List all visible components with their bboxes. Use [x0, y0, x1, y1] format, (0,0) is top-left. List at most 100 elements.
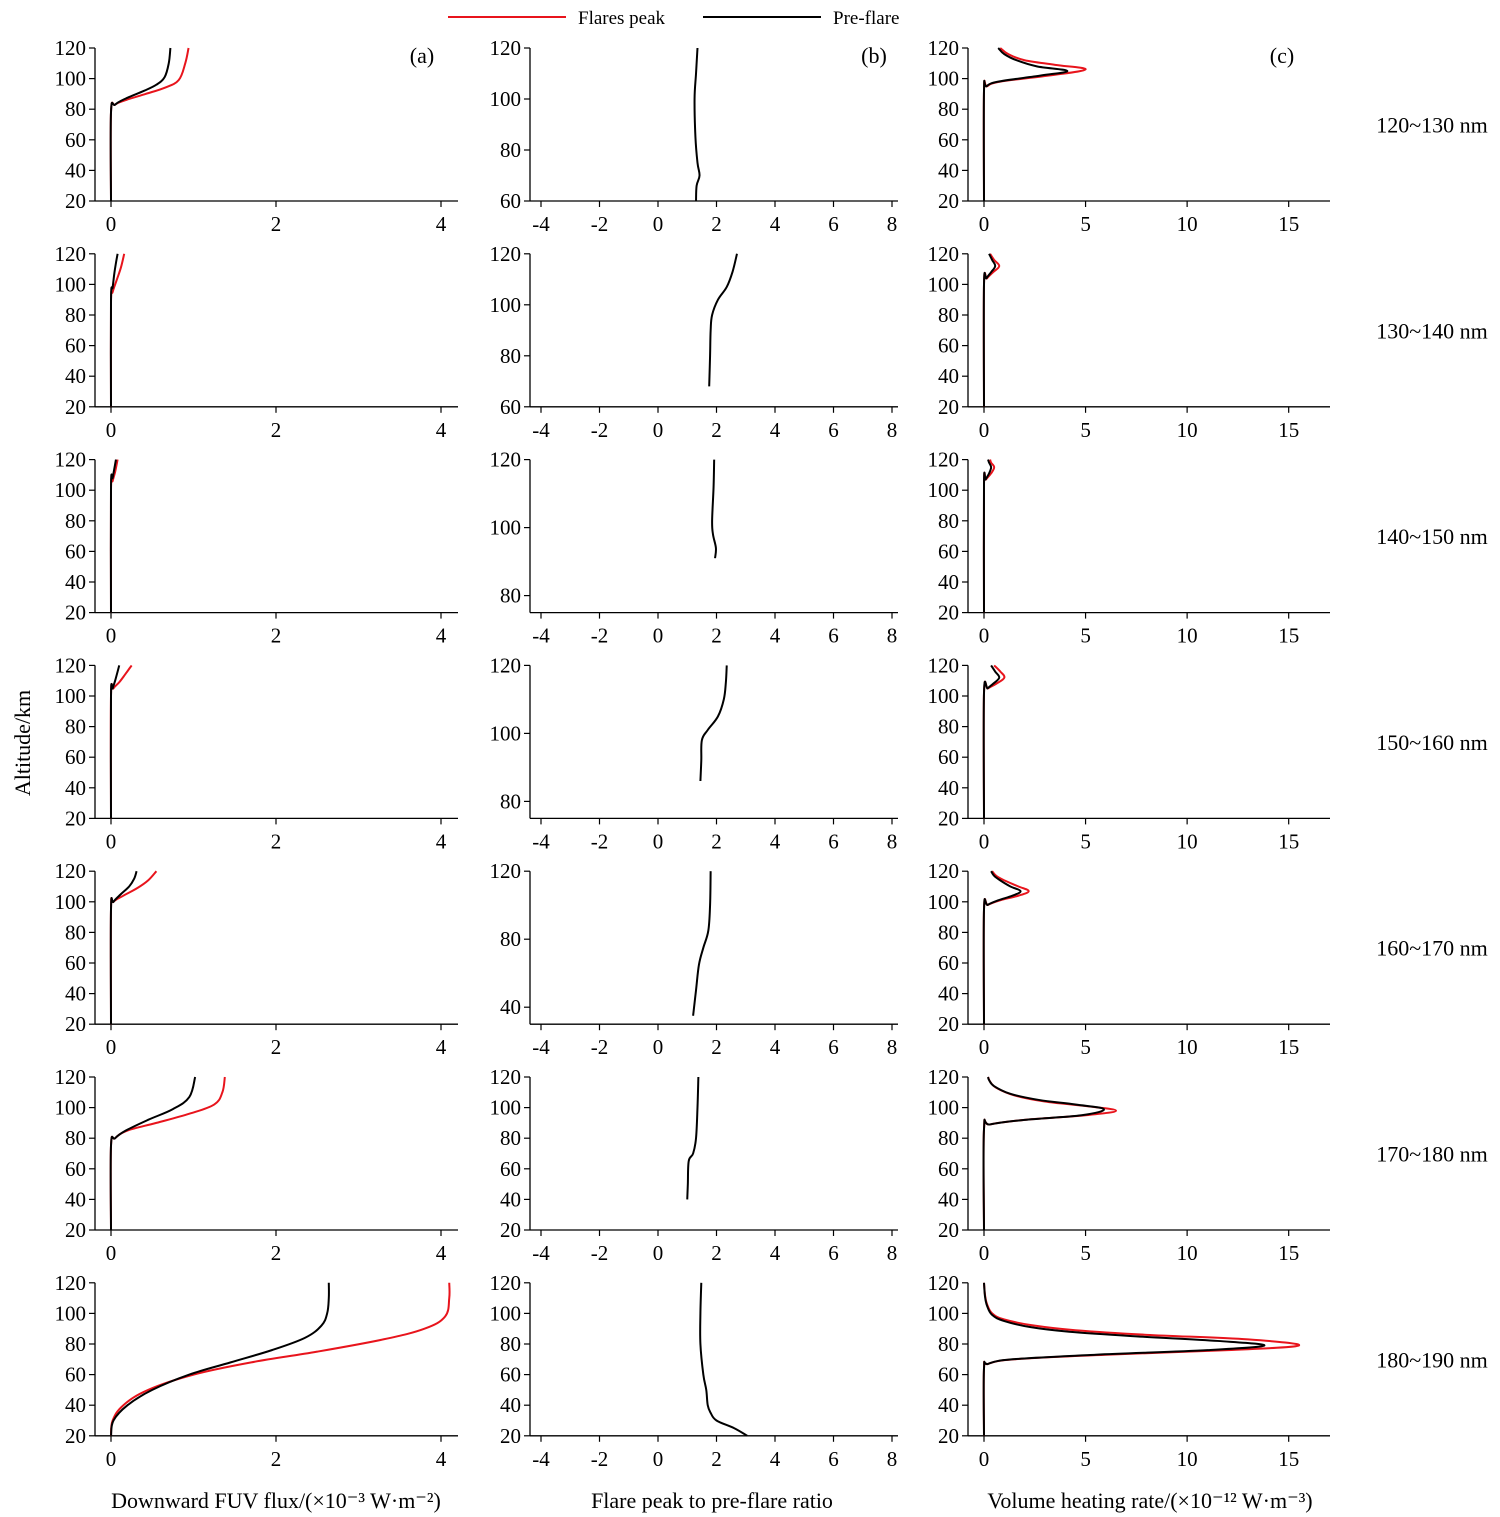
y-tick-label: 100 [490, 1301, 522, 1325]
row-label-wavelength: 180~190 nm [1376, 1347, 1488, 1372]
panel-c-row-5: 20 40 60 80 100 120 0 5 10 15 [928, 859, 1330, 1059]
row-label-wavelength: 130~140 nm [1376, 318, 1488, 343]
y-tick-label: 60 [500, 1363, 521, 1387]
x-tick-label: 10 [1177, 1241, 1198, 1265]
y-tick-label: 60 [938, 334, 959, 358]
y-tick-label: 80 [65, 1126, 86, 1150]
y-tick-label: 120 [928, 1065, 960, 1089]
y-tick-label: 120 [55, 448, 87, 472]
y-tick-label: 100 [55, 67, 87, 91]
y-tick-label: 120 [490, 448, 522, 472]
x-tick-label: 2 [711, 1241, 722, 1265]
x-tick-label: 5 [1080, 418, 1091, 442]
y-tick-label: 120 [928, 1271, 960, 1295]
y-tick-label: 80 [938, 1126, 959, 1150]
pre-flare-line [982, 870, 1022, 1025]
x-tick-label: 5 [1080, 1241, 1091, 1265]
panel-b-row-5: 40 80 120 -4 -2 0 2 4 6 8 [490, 859, 898, 1059]
flare-line [982, 459, 996, 613]
x-tick-label: 2 [271, 1447, 282, 1471]
y-tick-label: 60 [65, 334, 86, 358]
x-tick-label: 6 [828, 624, 839, 648]
panel-c-row-6: 20 40 60 80 100 120 0 5 10 15 [928, 1065, 1330, 1265]
x-tick-label: -4 [532, 212, 550, 236]
panel-a-row-7: 20 40 60 80 100 120 0 2 4 [55, 1271, 458, 1471]
x-tick-label: 15 [1278, 418, 1299, 442]
x-tick-label: 15 [1278, 212, 1299, 236]
y-tick-label: 60 [65, 951, 86, 975]
y-tick-label: 120 [928, 859, 960, 883]
y-tick-label: 40 [65, 776, 86, 800]
pre-flare-line [982, 1076, 1105, 1231]
x-tick-label: 0 [653, 1241, 664, 1265]
x-tick-label: 4 [770, 829, 781, 853]
x-tick-label: 6 [828, 1447, 839, 1471]
y-tick-label: 120 [490, 859, 522, 883]
legend: Flares peak Pre-flare [448, 8, 899, 29]
y-tick-label: 60 [500, 189, 521, 213]
pre-flare-line [982, 47, 1069, 202]
y-tick-label: 120 [928, 448, 960, 472]
y-tick-label: 100 [928, 272, 960, 296]
x-tick-label: 4 [436, 624, 447, 648]
x-tick-label: 2 [271, 829, 282, 853]
flare-line [109, 1076, 226, 1231]
x-tick-label: 2 [271, 418, 282, 442]
y-tick-label: 100 [55, 272, 87, 296]
y-tick-label: 80 [65, 920, 86, 944]
x-tick-label: 2 [711, 212, 722, 236]
legend-pre-label: Pre-flare [833, 8, 899, 29]
x-axis-label-a: Downward FUV flux/(×10⁻³ W·m⁻²) [111, 1488, 441, 1513]
y-tick-label: 80 [938, 920, 959, 944]
y-tick-label: 120 [490, 36, 522, 60]
x-tick-label: 4 [436, 1241, 447, 1265]
y-tick-label: 20 [500, 1424, 521, 1448]
y-tick-label: 40 [65, 158, 86, 182]
x-tick-label: 6 [828, 1241, 839, 1265]
x-tick-label: 15 [1278, 1447, 1299, 1471]
y-tick-label: 60 [938, 539, 959, 563]
x-tick-label: 0 [106, 1241, 117, 1265]
panel-c-row-1: 20 40 60 80 100 120 0 5 10 15 [928, 36, 1330, 236]
panel-a-row-2: 20 40 60 80 100 120 0 2 4 [55, 242, 458, 442]
y-tick-label: 20 [65, 806, 86, 830]
x-tick-label: 4 [770, 212, 781, 236]
y-tick-label: 20 [938, 1012, 959, 1036]
x-tick-label: 0 [653, 624, 664, 648]
y-tick-label: 40 [500, 1187, 521, 1211]
y-tick-label: 20 [65, 1218, 86, 1242]
ratio-line [699, 665, 728, 782]
ratio-line [699, 1282, 748, 1437]
x-tick-label: 2 [711, 829, 722, 853]
x-axis-label-b: Flare peak to pre-flare ratio [591, 1488, 833, 1513]
y-tick-label: 80 [500, 344, 521, 368]
y-tick-label: 100 [928, 890, 960, 914]
x-tick-label: -4 [532, 829, 550, 853]
y-tick-label: 80 [500, 789, 521, 813]
y-tick-label: 80 [938, 509, 959, 533]
x-tick-label: 2 [711, 624, 722, 648]
x-tick-label: 0 [979, 418, 990, 442]
pre-flare-line [109, 459, 117, 613]
y-tick-label: 20 [938, 601, 959, 625]
panel-b-row-3: 80 100 120 -4 -2 0 2 4 6 8 [490, 448, 898, 648]
x-tick-label: 8 [887, 1447, 898, 1471]
x-tick-label: -4 [532, 1241, 550, 1265]
x-tick-label: 2 [271, 624, 282, 648]
flare-line [109, 47, 190, 202]
ratio-line [711, 459, 717, 559]
y-tick-label: 80 [938, 97, 959, 121]
y-tick-label: 40 [938, 1393, 959, 1417]
y-tick-label: 20 [65, 189, 86, 213]
x-tick-label: -2 [591, 1447, 609, 1471]
panel-b-row-6: 20 40 60 80 100 120 -4 -2 0 2 4 6 8 [490, 1065, 898, 1265]
y-tick-label: 40 [65, 364, 86, 388]
legend-flare-label: Flares peak [578, 8, 666, 29]
y-tick-label: 40 [65, 570, 86, 594]
pre-flare-line [982, 1282, 1266, 1436]
y-tick-label: 60 [500, 395, 521, 419]
row-label-wavelength: 140~150 nm [1376, 524, 1488, 549]
x-tick-label: 15 [1278, 624, 1299, 648]
